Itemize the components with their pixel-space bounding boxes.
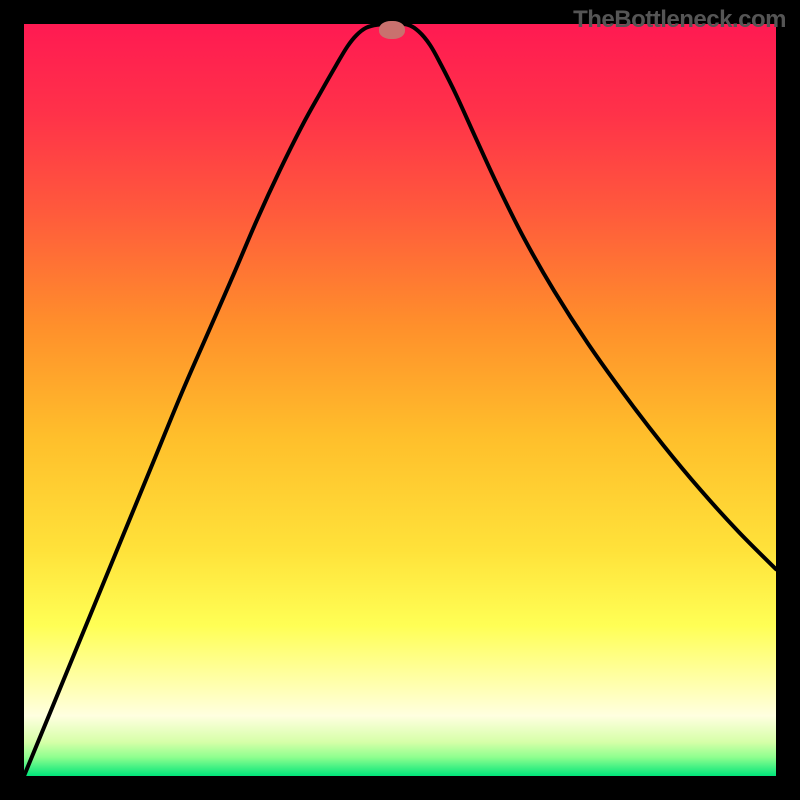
watermark-text: TheBottleneck.com bbox=[573, 6, 786, 34]
plot-area bbox=[24, 24, 776, 776]
chart-container: TheBottleneck.com bbox=[0, 0, 800, 800]
curve-svg bbox=[24, 24, 776, 776]
current-point-marker bbox=[379, 21, 405, 39]
bottleneck-curve bbox=[24, 24, 776, 776]
